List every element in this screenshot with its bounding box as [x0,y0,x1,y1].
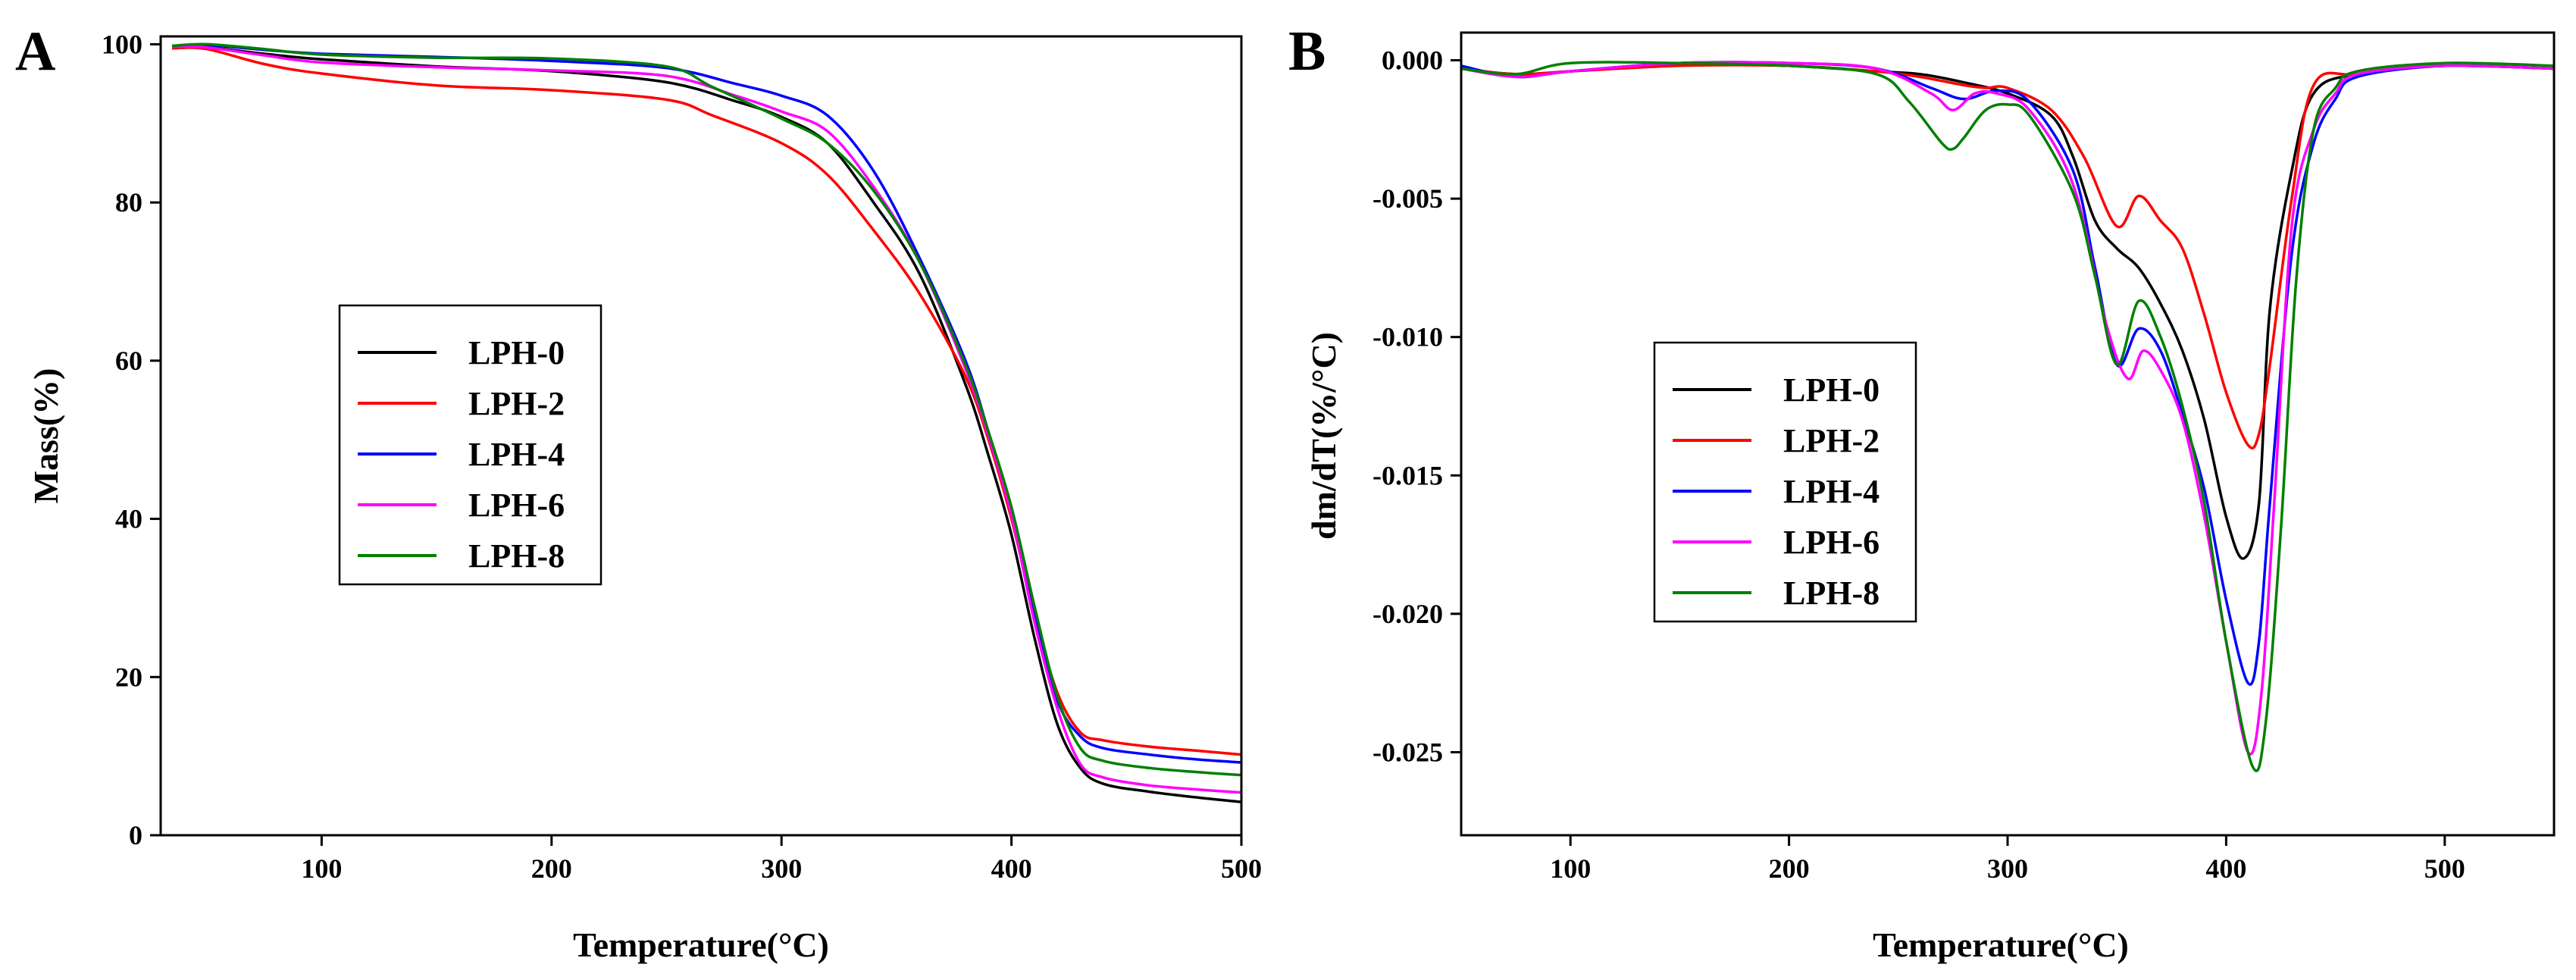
panel-a-xlabel: Temperature(°C) [573,925,829,964]
panel-b-legend-label: LPH-0 [1783,371,1880,409]
panel-a-xtick-label: 400 [991,853,1032,884]
panel-b-ytick-label: 0.000 [1382,45,1443,76]
panel-a-series-lph-0 [172,45,1241,803]
panel-b-xtick-label: 200 [1769,853,1810,884]
panel-a-xtick-label: 200 [531,853,572,884]
panel-a-ytick-label: 40 [115,504,142,534]
panel-b-ylabel: dm/dT(%/°C) [1304,332,1343,540]
panel-b-xtick-label: 100 [1550,853,1591,884]
panel-a-series-lph-2 [172,46,1241,756]
panel-a-series-lph-6 [172,45,1241,794]
panel-a-legend-label: LPH-0 [468,334,565,371]
panel-b-legend-label: LPH-8 [1783,575,1880,612]
panel-a-legend-label: LPH-2 [468,385,565,422]
panel-b-xtick-label: 300 [1987,853,2028,884]
panel-b-series-lph-2 [1461,64,2554,449]
panel-a-xtick-label: 300 [761,853,802,884]
panel-b-series-lph-6 [1461,61,2554,756]
panel-b: B 100 200 300 400 500 0.000 -0.005 -0.010 -0.015… [1288,20,2556,964]
panel-a-ytick-label: 80 [115,187,142,218]
panel-b-legend: LPH-0 LPH-2 LPH-4 LPH-6 LPH-8 [1653,341,1917,623]
panel-a-legend-label: LPH-8 [468,537,565,575]
panel-b-legend-label: LPH-2 [1783,422,1880,459]
panel-label-b: B [1288,20,1326,83]
panel-b-ytick-label: -0.010 [1373,322,1443,352]
panel-a-ytick-label: 20 [115,662,142,692]
panel-a-ytick-label: 100 [102,29,142,59]
panel-b-legend-items: LPH-0 LPH-2 LPH-4 LPH-6 LPH-8 [1673,371,1880,612]
panel-a-legend-label: LPH-6 [468,487,565,524]
panel-b-legend-label: LPH-4 [1783,473,1880,510]
panel-a-ytick-label: 60 [115,346,142,376]
panel-b-plot: 100 200 300 400 500 0.000 -0.005 -0.010 -0.015 -0… [1373,45,2554,884]
panel-b-xtick-label: 400 [2205,853,2246,884]
panel-b-legend-label: LPH-6 [1783,524,1880,561]
panel-a-series-lph-4 [172,43,1241,764]
panel-a-series-lph-8 [172,42,1241,777]
panel-a-legend-label: LPH-4 [468,436,565,473]
panel-a-xtick-label: 100 [301,853,342,884]
panel-b-ytick-label: -0.005 [1373,183,1443,214]
panel-a-legend-items: LPH-0 LPH-2 LPH-4 LPH-6 LPH-8 [358,334,565,575]
panel-b-series-lph-8 [1461,61,2554,772]
panel-b-ytick-label: -0.025 [1373,737,1443,767]
panel-b-xtick-label: 500 [2424,853,2465,884]
panel-b-plot-frame [1460,31,2556,837]
panel-label-a: A [15,20,55,83]
panel-b-xlabel: Temperature(°C) [1873,925,2129,964]
panel-a: A 100 200 300 400 500 0 20 40 60 80 100 Temperatur… [15,20,1262,964]
panel-b-series-lph-4 [1461,61,2554,686]
panel-a-ytick-label: 0 [129,820,142,850]
panel-a-legend: LPH-0 LPH-2 LPH-4 LPH-6 LPH-8 [338,304,603,586]
panel-b-series-lph-0 [1461,61,2554,560]
panel-a-xtick-label: 500 [1221,853,1262,884]
panel-a-plot: 100 200 300 400 500 0 20 40 60 80 100 [102,29,1262,884]
panel-a-ylabel: Mass(%) [27,368,65,504]
panel-b-ytick-label: -0.015 [1373,460,1443,490]
panel-a-plot-frame [159,35,1243,837]
panel-b-ytick-label: -0.020 [1373,599,1443,629]
